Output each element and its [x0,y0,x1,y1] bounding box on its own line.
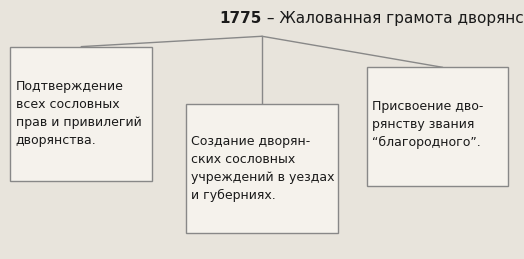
Text: Присвоение дво-
рянству звания
“благородного”.: Присвоение дво- рянству звания “благород… [372,100,484,149]
FancyBboxPatch shape [10,47,152,181]
FancyBboxPatch shape [367,67,508,186]
Text: – Жалованная грамота дворянству: – Жалованная грамота дворянству [262,11,524,26]
Text: Создание дворян-
ских сословных
учреждений в уездах
и губерниях.: Создание дворян- ских сословных учрежден… [191,135,335,202]
Text: Подтверждение
всех сословных
прав и привилегий
дворянства.: Подтверждение всех сословных прав и прив… [16,81,141,147]
FancyBboxPatch shape [186,104,338,233]
Text: 1775: 1775 [220,11,262,26]
